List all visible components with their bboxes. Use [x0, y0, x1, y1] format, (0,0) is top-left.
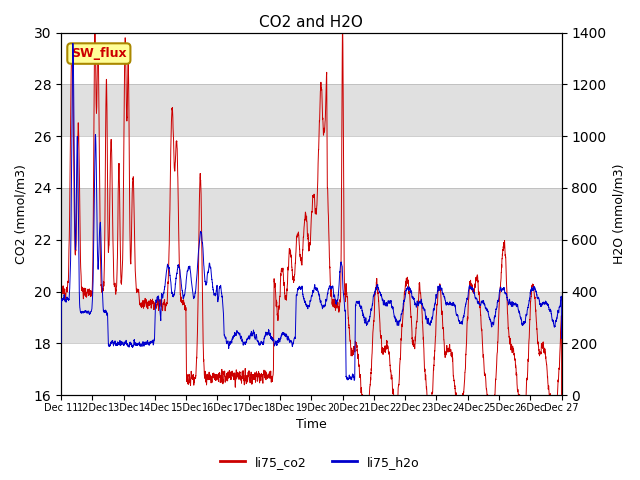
- Bar: [61, 84, 561, 136]
- Y-axis label: H2O (mmol/m3): H2O (mmol/m3): [612, 164, 625, 264]
- X-axis label: Time: Time: [296, 419, 326, 432]
- Legend: li75_co2, li75_h2o: li75_co2, li75_h2o: [215, 451, 425, 474]
- Title: CO2 and H2O: CO2 and H2O: [259, 15, 364, 30]
- Text: SW_flux: SW_flux: [71, 47, 127, 60]
- Bar: [61, 188, 561, 240]
- Y-axis label: CO2 (mmol/m3): CO2 (mmol/m3): [15, 164, 28, 264]
- Bar: [61, 291, 561, 343]
